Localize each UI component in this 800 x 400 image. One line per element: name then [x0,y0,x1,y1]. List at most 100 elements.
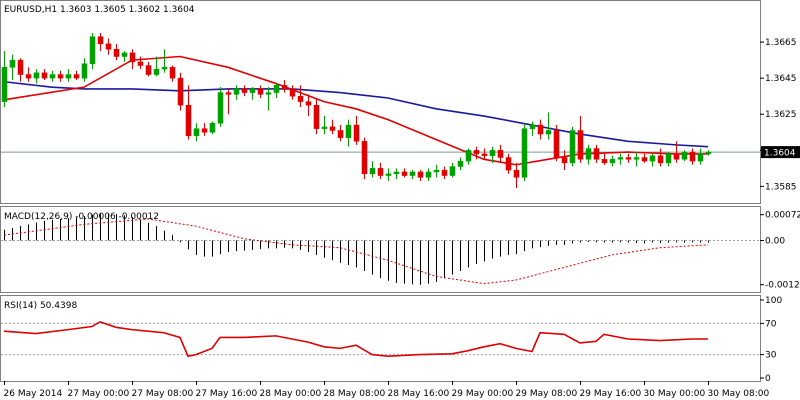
x-tick-label: 27 May 00:00 [68,389,130,399]
candle-body [169,67,176,79]
rsi-line [3,320,708,358]
axes: 1.36651.36451.36251.36051.35851.36040.00… [4,38,800,399]
candle-body [697,153,704,162]
candle-body [137,61,144,66]
x-tick-label: 28 May 16:00 [388,389,450,399]
macd-tick-label: -0.00123 [765,281,800,291]
candle [625,153,632,163]
candle [297,85,304,108]
candle-body [177,77,184,106]
candle [313,97,320,135]
candle-body [633,157,640,160]
candle-body [161,67,168,70]
candle-body [65,74,72,79]
candle [345,119,352,147]
candle [177,72,184,111]
candle-body [377,168,384,176]
candle [281,79,288,93]
candle [537,119,544,140]
candle-body [265,92,272,95]
candle [321,116,328,135]
candle [657,148,664,167]
candle [633,152,640,167]
candle-body [705,151,712,155]
candle [505,153,512,174]
candle-body [673,153,680,160]
candle [521,123,528,181]
candle [561,150,568,171]
rsi-tick-label: 100 [765,296,782,306]
candle [89,33,96,70]
candle [425,168,432,181]
candle [33,69,40,84]
candle [545,112,552,140]
candle [529,121,536,136]
x-tick-label: 27 May 16:00 [196,389,258,399]
candle-body [329,126,336,131]
candle-body [617,157,624,160]
candle-body [241,88,248,93]
candle [577,116,584,163]
candle [17,58,24,82]
candle [353,116,360,145]
candle-body [41,72,48,79]
macd-series [1,213,760,285]
candle-body [441,169,448,176]
candle-body [561,157,568,164]
candle-body [89,36,96,64]
rsi-tick-label: 30 [765,351,777,361]
candle-body [433,169,440,173]
candle-body [401,171,408,176]
candle [441,166,448,180]
candle-body [313,104,320,129]
candle [129,49,136,70]
candle-body [105,43,112,50]
candle [377,162,384,180]
candle [209,121,216,135]
candle-body [657,155,664,164]
candle [161,49,168,73]
candle-body [609,159,616,164]
candle-body [545,130,552,135]
candle-body [209,122,216,133]
candle-body [689,151,696,162]
candle [497,144,504,163]
candle-body [425,171,432,178]
candle-body [489,150,496,156]
macd-signal-line [3,218,709,285]
candle [57,70,64,82]
candle [265,87,272,111]
candle-body [153,68,160,75]
candle [289,85,296,100]
candle-body [129,52,136,63]
candle-body [625,157,632,160]
rsi-panel [0,295,761,382]
candle-body [17,59,24,75]
candle [193,123,200,142]
candle [481,148,488,160]
candle [585,144,592,165]
candle [513,162,520,189]
candle [449,162,456,178]
candle-body [321,126,328,129]
candle-body [49,74,56,79]
rsi-tick-label: 70 [765,319,777,329]
candle [201,123,208,136]
candle-body [345,124,352,138]
candle [1,51,8,108]
candle [233,85,240,100]
current-price-box [761,146,800,159]
candle [73,70,80,80]
x-tick-label: 28 May 08:00 [324,389,386,399]
candle-body [641,157,648,162]
candle [41,69,48,80]
candle-body [201,128,208,133]
candle [241,85,248,97]
candle [417,170,424,181]
candle [225,88,232,115]
candle-body [649,155,656,162]
x-tick-label: 30 May 08:00 [708,389,770,399]
x-tick-label: 27 May 08:00 [132,389,194,399]
candle [457,157,464,171]
candle-body [369,168,376,174]
